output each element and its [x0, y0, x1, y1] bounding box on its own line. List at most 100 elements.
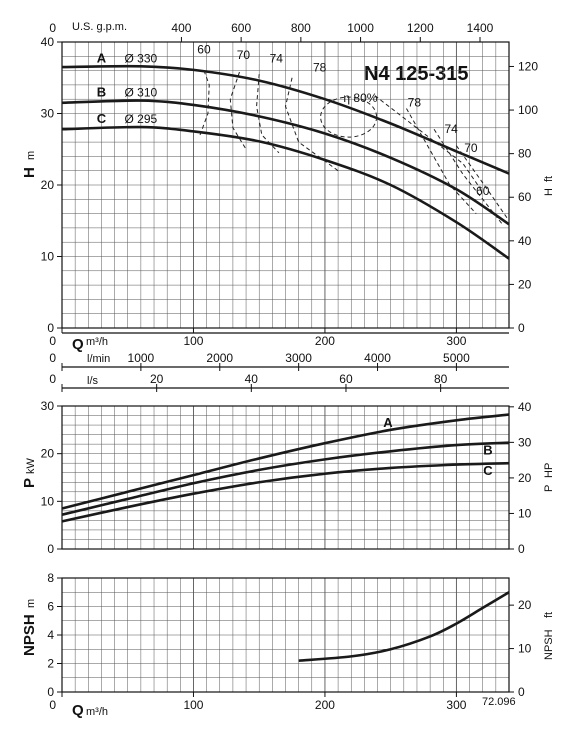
- p-y2tick-label: 0: [518, 542, 525, 556]
- lmin-tick-label: 0: [49, 351, 56, 365]
- h-ylabel: H: [21, 167, 38, 178]
- npsh-y2tick-label: 0: [518, 685, 525, 699]
- p-series-letter: B: [483, 443, 492, 458]
- npsh-y2label-group: NPSH ft: [543, 612, 555, 660]
- p-ytick-label: 0: [47, 542, 54, 556]
- h-series-letter: A: [97, 50, 107, 65]
- p-curve-B: [61, 441, 510, 516]
- h-xtick-label: 200: [315, 334, 335, 348]
- h-efficiency-isoline: [229, 71, 247, 150]
- lmin-tick-label: 5000: [443, 351, 470, 365]
- h-series-diameter: Ø 295: [125, 112, 158, 126]
- npsh-ylabel-group: NPSH m: [21, 599, 38, 656]
- h-efficiency-label: 60: [197, 42, 211, 56]
- h-ytick-label: 40: [41, 35, 55, 49]
- h-efficiency-label: 60: [476, 184, 490, 198]
- q-axis-unit: m³/h: [86, 336, 108, 348]
- p-ylabel: P: [21, 478, 38, 488]
- top-axis-label: U.S. g.p.m.: [72, 21, 127, 33]
- h-y2label-group: H ft: [543, 176, 555, 196]
- lmin-tick-label: 2000: [206, 351, 233, 365]
- ls-tick-label: 60: [339, 372, 353, 386]
- q-axis-label: Q: [72, 336, 84, 353]
- lmin-tick-label: 4000: [364, 351, 391, 365]
- top-axis-tick-label: 400: [171, 21, 191, 35]
- middle-axes-labels: Q m³/h l/min l/s: [72, 336, 110, 387]
- p-series-letter: C: [483, 463, 493, 478]
- h-series-diameter: Ø 330: [125, 51, 158, 65]
- h-y2tick-label: 0: [518, 321, 525, 335]
- lmin-tick-label: 1000: [128, 351, 155, 365]
- p-yunit: kW: [25, 458, 37, 475]
- ls-tick-label: 20: [150, 372, 164, 386]
- h-ytick-label: 10: [41, 250, 55, 264]
- h-efficiency-isoline: [456, 145, 510, 222]
- top-axis-tick-label: 800: [291, 21, 311, 35]
- h-y2tick-label: 120: [518, 59, 538, 73]
- npsh-ytick-label: 6: [47, 600, 54, 614]
- h-efficiency-label: 78: [408, 95, 422, 109]
- p-ytick-label: 10: [41, 494, 55, 508]
- top-axis-tick-label: 1200: [407, 21, 434, 35]
- npsh-ytick-label: 8: [47, 571, 54, 585]
- p-y2tick-label: 30: [518, 435, 532, 449]
- h-efficiency-isoline: [374, 95, 484, 193]
- npsh-y2label: NPSH: [543, 629, 555, 660]
- p-y2label: P: [543, 485, 555, 492]
- npsh-ytick-label: 4: [47, 628, 54, 642]
- h-efficiency-peak-loop: [320, 96, 378, 138]
- h-efficiency-isoline: [406, 108, 477, 214]
- title-box: [360, 57, 483, 87]
- h-y2tick-label: 60: [518, 190, 532, 204]
- h-efficiency-label: 70: [464, 141, 478, 155]
- h-efficiency-isoline: [433, 128, 503, 225]
- h-efficiency-isoline: [284, 77, 339, 172]
- p-y2unit: HP: [543, 463, 555, 478]
- top-axis-tick-label: 1000: [347, 21, 374, 35]
- h-efficiency-label: 74: [444, 122, 458, 136]
- h-yunit: m: [25, 151, 37, 160]
- lmin-tick-label: 3000: [285, 351, 312, 365]
- h-ytick-label: 0: [47, 321, 54, 335]
- npsh-ylabel: NPSH: [21, 614, 38, 656]
- p-chart-labels: P kW P HP: [21, 458, 555, 493]
- h-y2tick-label: 40: [518, 234, 532, 248]
- h-y2tick-label: 20: [518, 277, 532, 291]
- h-curve-A: [61, 64, 510, 175]
- h-xtick-label: 100: [183, 334, 203, 348]
- npsh-ytick-label: 0: [47, 685, 54, 699]
- h-y2label: H: [543, 188, 555, 196]
- chart-code: 72.096: [482, 696, 516, 708]
- h-series-diameter: Ø 310: [125, 86, 158, 100]
- p-y2tick-label: 40: [518, 400, 532, 414]
- npsh-xtick-label: 0: [49, 698, 56, 712]
- p-series-letter: A: [383, 415, 393, 430]
- p-ylabel-group: P kW: [21, 458, 38, 489]
- h-ylabel-group: H m: [21, 151, 38, 178]
- p-ytick-label: 20: [41, 447, 55, 461]
- p-ytick-label: 30: [41, 399, 55, 413]
- npsh-y2tick-label: 10: [518, 642, 532, 656]
- h-xtick-label: 300: [446, 334, 466, 348]
- npsh-y2unit: ft: [543, 612, 555, 618]
- top-axis-tick-label: 600: [231, 21, 251, 35]
- npsh-xtick-label: 100: [183, 698, 203, 712]
- npsh-xtick-label: 300: [446, 698, 466, 712]
- h-y2unit: ft: [543, 176, 555, 182]
- h-ytick-label: 30: [41, 107, 55, 121]
- h-series-letter: B: [97, 85, 106, 100]
- h-efficiency-isoline: [199, 70, 210, 136]
- p-y2tick-label: 20: [518, 471, 532, 485]
- p-y2label-group: P HP: [543, 463, 555, 492]
- h-efficiency-label: 74: [270, 52, 284, 66]
- chart-title: N4 125-315: [364, 63, 469, 85]
- p-curve-C: [61, 461, 510, 523]
- ls-tick-label: 0: [49, 372, 56, 386]
- p-y2tick-label: 10: [518, 506, 532, 520]
- top-axis-zero-label: 0: [49, 21, 56, 35]
- h-series-letter: C: [97, 111, 107, 126]
- h-chart-labels: U.S. g.p.m. N4 125-315 H m H ft: [21, 21, 555, 196]
- ls-axis-label: l/s: [87, 375, 99, 387]
- npsh-xlabel: Q: [72, 702, 84, 719]
